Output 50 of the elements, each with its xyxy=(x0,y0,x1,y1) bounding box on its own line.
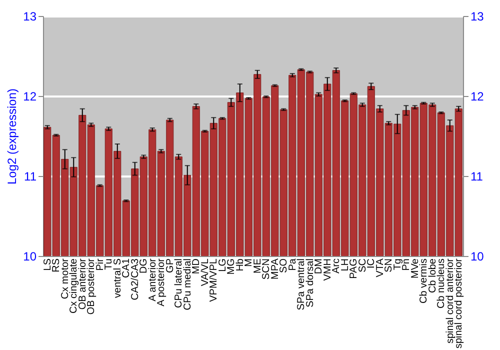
x-tick-label: OB anterior xyxy=(77,258,88,310)
x-tick-label: LS xyxy=(42,258,54,271)
x-tick-label: M xyxy=(244,258,255,267)
x-tick-label: spinal cord anterior xyxy=(444,258,456,344)
x-tick-label: SCN xyxy=(261,258,272,280)
x-tick-label: CPu medial xyxy=(182,258,194,310)
x-tick-label: OB posterior xyxy=(86,258,98,315)
x-tick-label: A anterior xyxy=(147,258,158,302)
x-tick-label: MVe xyxy=(410,258,421,279)
x-tick-label: MPA xyxy=(270,258,281,280)
x-tick-label: spinal cord posterior xyxy=(454,258,465,349)
y-tick-label: 13 xyxy=(23,10,37,24)
y2-tick-label: 13 xyxy=(470,10,484,24)
x-tick-label: SC xyxy=(357,258,368,272)
x-tick-label: Cx cingulate xyxy=(68,258,80,314)
x-tick-label: SPa dorsal xyxy=(304,258,316,308)
x-tick-label: RS xyxy=(51,258,62,272)
x-tick-label: Tu xyxy=(104,258,115,270)
y2-tick-label: 11 xyxy=(470,170,484,184)
x-tick-label: PAG xyxy=(348,258,360,279)
x-tick-label: IC xyxy=(366,258,378,268)
y-tick-label: 12 xyxy=(23,90,37,104)
x-tick-label: Pn xyxy=(401,258,412,271)
x-tick-label: ME xyxy=(252,258,264,274)
x-tick-label: A posterior xyxy=(156,258,168,306)
y-axis-title: Log2 (expression) xyxy=(5,88,20,185)
y-tick-label: 10 xyxy=(23,250,37,264)
x-tick-label: Pir xyxy=(94,258,106,271)
x-tick-label: Pa xyxy=(287,258,298,271)
x-tick-label: DG xyxy=(138,258,150,274)
x-tick-label: VMH xyxy=(322,258,334,281)
x-tick-label: ventral S xyxy=(112,258,124,298)
y-tick-label: 11 xyxy=(24,170,37,184)
x-tick-label: VPM/VPL xyxy=(208,258,220,302)
x-tick-label: LH xyxy=(340,258,351,272)
x-tick-label: DM xyxy=(314,258,325,274)
x-tick-label: CA2/CA3 xyxy=(130,258,141,300)
x-tick-label: LG xyxy=(217,258,228,272)
x-tick-label: GP xyxy=(164,258,176,273)
x-tick-label: Tg xyxy=(392,258,404,270)
x-tick-label: SO xyxy=(278,258,290,273)
x-tick-label: Arc xyxy=(331,258,342,274)
x-tick-label: Hb xyxy=(234,258,246,272)
x-tick-label: SN xyxy=(384,258,395,272)
x-tick-label: Cb lobe xyxy=(427,258,438,293)
y2-tick-label: 10 xyxy=(470,250,484,264)
x-tick-label: CA1 xyxy=(121,258,132,278)
x-tick-label: VTA xyxy=(374,258,386,278)
x-tick-label: Cb nucleus xyxy=(436,258,448,309)
y2-tick-label: 12 xyxy=(470,90,484,104)
